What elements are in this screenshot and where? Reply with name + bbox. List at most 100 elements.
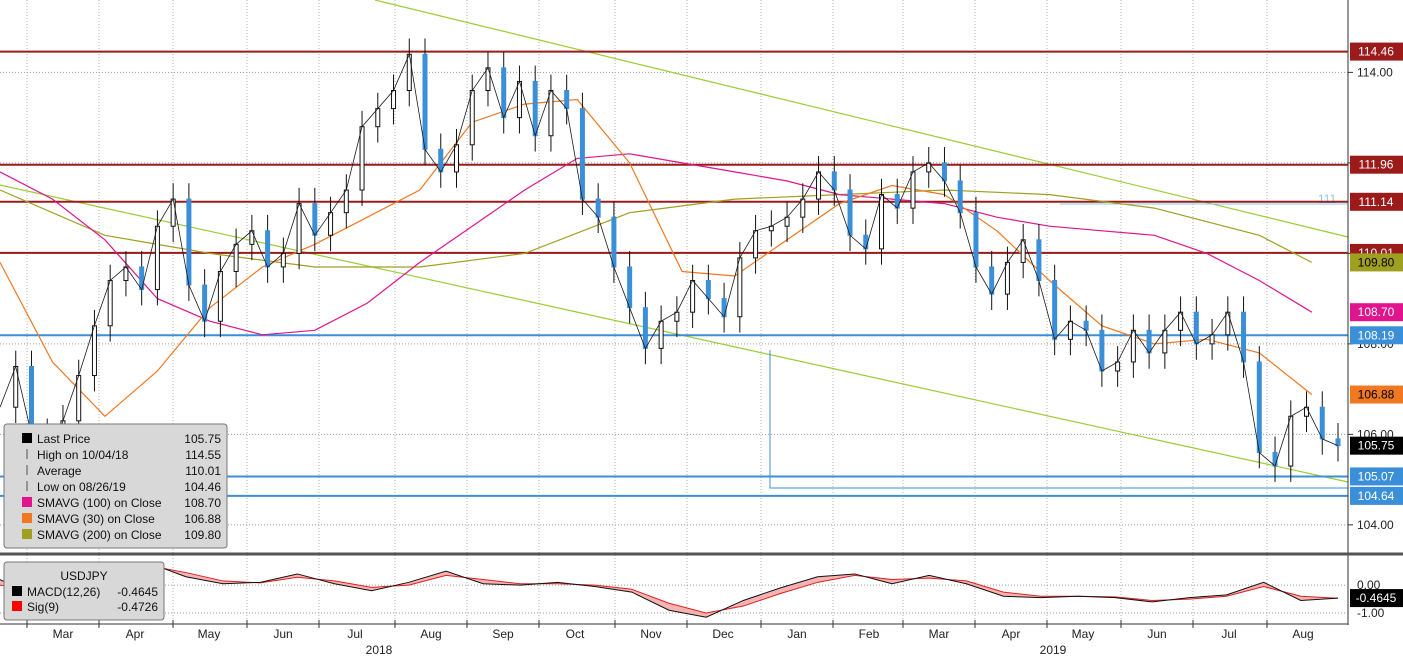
price-bar-body bbox=[1162, 329, 1168, 354]
value-tag-bg bbox=[1350, 436, 1403, 455]
level-tag-bg bbox=[1350, 326, 1403, 345]
horizontal-levels bbox=[0, 50, 1348, 497]
macd-legend: USDJPY MACD(12,26) -0.4645 Sig(9) -0.4726 bbox=[3, 561, 165, 621]
legend-value: 105.75 bbox=[184, 432, 221, 446]
legend-swatch bbox=[22, 433, 32, 443]
value-tag-bg bbox=[1350, 303, 1403, 322]
price-bar-body bbox=[139, 266, 145, 291]
legend-name: SMAVG (30) on Close bbox=[37, 512, 155, 526]
price-series-group bbox=[0, 38, 1341, 496]
price-bar-body bbox=[296, 203, 302, 254]
price-tick-label: 104.00 bbox=[1357, 518, 1394, 532]
legend-name: SMAVG (100) on Close bbox=[37, 496, 162, 510]
price-bar-body bbox=[343, 189, 349, 214]
price-bar-body bbox=[107, 280, 113, 327]
price-bar-body bbox=[611, 216, 617, 268]
month-label: Oct bbox=[566, 627, 585, 641]
price-bar-body bbox=[1288, 415, 1294, 467]
month-label: Sep bbox=[492, 627, 514, 641]
price-bar-body bbox=[375, 108, 381, 128]
level-tag-bg bbox=[1350, 486, 1403, 505]
price-bar-body bbox=[690, 280, 696, 313]
price-bar-body bbox=[800, 198, 806, 218]
price-bar-body bbox=[1272, 451, 1278, 467]
price-bar-body bbox=[1004, 261, 1010, 295]
level-tag-111.96: 111.96 bbox=[1359, 158, 1394, 172]
time-axis: Mar Apr May Jun Jul Aug Sep Oct Nov Dec Jan Feb Mar A… bbox=[0, 620, 1348, 657]
price-bar-body bbox=[1130, 329, 1136, 363]
price-bar-body bbox=[564, 89, 570, 110]
legend-name: Low on 08/26/19 bbox=[37, 480, 126, 494]
signal-line bbox=[0, 565, 1339, 614]
price-bar-body bbox=[1335, 438, 1341, 447]
price-bar-body bbox=[879, 194, 885, 250]
price-bar-body bbox=[642, 307, 648, 349]
month-label: Apr bbox=[1002, 627, 1021, 641]
price-bar-body bbox=[469, 89, 475, 146]
price-bar-body bbox=[186, 198, 192, 286]
month-label: Jun bbox=[1147, 627, 1166, 641]
macd-legend-swatch bbox=[12, 601, 22, 611]
trend-ref-label: 111 bbox=[1318, 192, 1337, 206]
price-bar-body bbox=[941, 162, 947, 182]
price-bar-body bbox=[422, 53, 428, 150]
legend-name: SMAVG (200) on Close bbox=[37, 528, 162, 542]
upper-trendline bbox=[374, 0, 1349, 238]
price-bar-body bbox=[1067, 320, 1073, 340]
value-tag-106.88: 106.88 bbox=[1358, 388, 1395, 402]
macd-tick-label: 0.00 bbox=[1357, 578, 1381, 592]
price-bar-body bbox=[784, 216, 790, 227]
month-label: Dec bbox=[712, 627, 733, 641]
month-label: Mar bbox=[53, 627, 74, 641]
legend-value: 108.70 bbox=[184, 496, 221, 510]
price-bar-body bbox=[76, 375, 82, 422]
legend-name: Last Price bbox=[37, 432, 91, 446]
month-label: Jul bbox=[347, 627, 362, 641]
level-tag-bg bbox=[1350, 155, 1403, 174]
price-bar-body bbox=[312, 203, 318, 236]
price-bar-body bbox=[233, 243, 239, 272]
legend-box bbox=[3, 423, 228, 549]
legend-swatch bbox=[22, 513, 32, 523]
month-label: Jul bbox=[1221, 627, 1236, 641]
macd-tag-bg bbox=[1350, 589, 1403, 608]
price-bar-body bbox=[957, 180, 963, 214]
price-bar-body bbox=[1193, 311, 1199, 345]
price-bar-body bbox=[1319, 406, 1325, 440]
price-bar-body bbox=[217, 270, 223, 322]
month-label: Apr bbox=[126, 627, 145, 641]
level-tag-bg bbox=[1350, 42, 1403, 61]
price-bar-body bbox=[910, 171, 916, 209]
month-label: Nov bbox=[640, 627, 661, 641]
legend-swatch bbox=[22, 497, 32, 507]
price-bar-body bbox=[91, 325, 97, 377]
price-legend: Last Price 105.75 High on 10/04/18 114.55 Av… bbox=[3, 423, 228, 549]
price-bar-body bbox=[280, 252, 286, 268]
sma-200-line bbox=[0, 189, 1313, 268]
price-bar-body bbox=[847, 189, 853, 236]
legend-swatch bbox=[22, 529, 32, 539]
month-label: Aug bbox=[420, 627, 441, 641]
value-tag-108.70: 108.70 bbox=[1358, 305, 1395, 319]
price-bar-body bbox=[438, 148, 444, 173]
price-bar-body bbox=[154, 225, 160, 291]
month-label: May bbox=[1072, 627, 1095, 641]
legend-value: 104.46 bbox=[184, 480, 221, 494]
level-tag-104.64: 104.64 bbox=[1358, 489, 1395, 503]
level-tag-105.07: 105.07 bbox=[1358, 469, 1395, 483]
price-bar-body bbox=[627, 266, 633, 309]
price-bar-body bbox=[1036, 239, 1042, 282]
price-bar-body bbox=[831, 171, 837, 191]
last-price-line bbox=[0, 52, 1339, 481]
price-bar-body bbox=[705, 280, 711, 300]
macd-legend-box bbox=[3, 561, 165, 621]
value-tag-109.80: 109.80 bbox=[1358, 255, 1395, 269]
price-bar-body bbox=[1099, 329, 1105, 372]
level-tag-bg bbox=[1350, 192, 1403, 211]
price-bar-body bbox=[1052, 280, 1058, 340]
price-bar-body bbox=[1115, 361, 1121, 372]
price-bar-body bbox=[501, 67, 507, 119]
sma-100-line bbox=[0, 153, 1313, 336]
price-bar-body bbox=[737, 257, 743, 318]
